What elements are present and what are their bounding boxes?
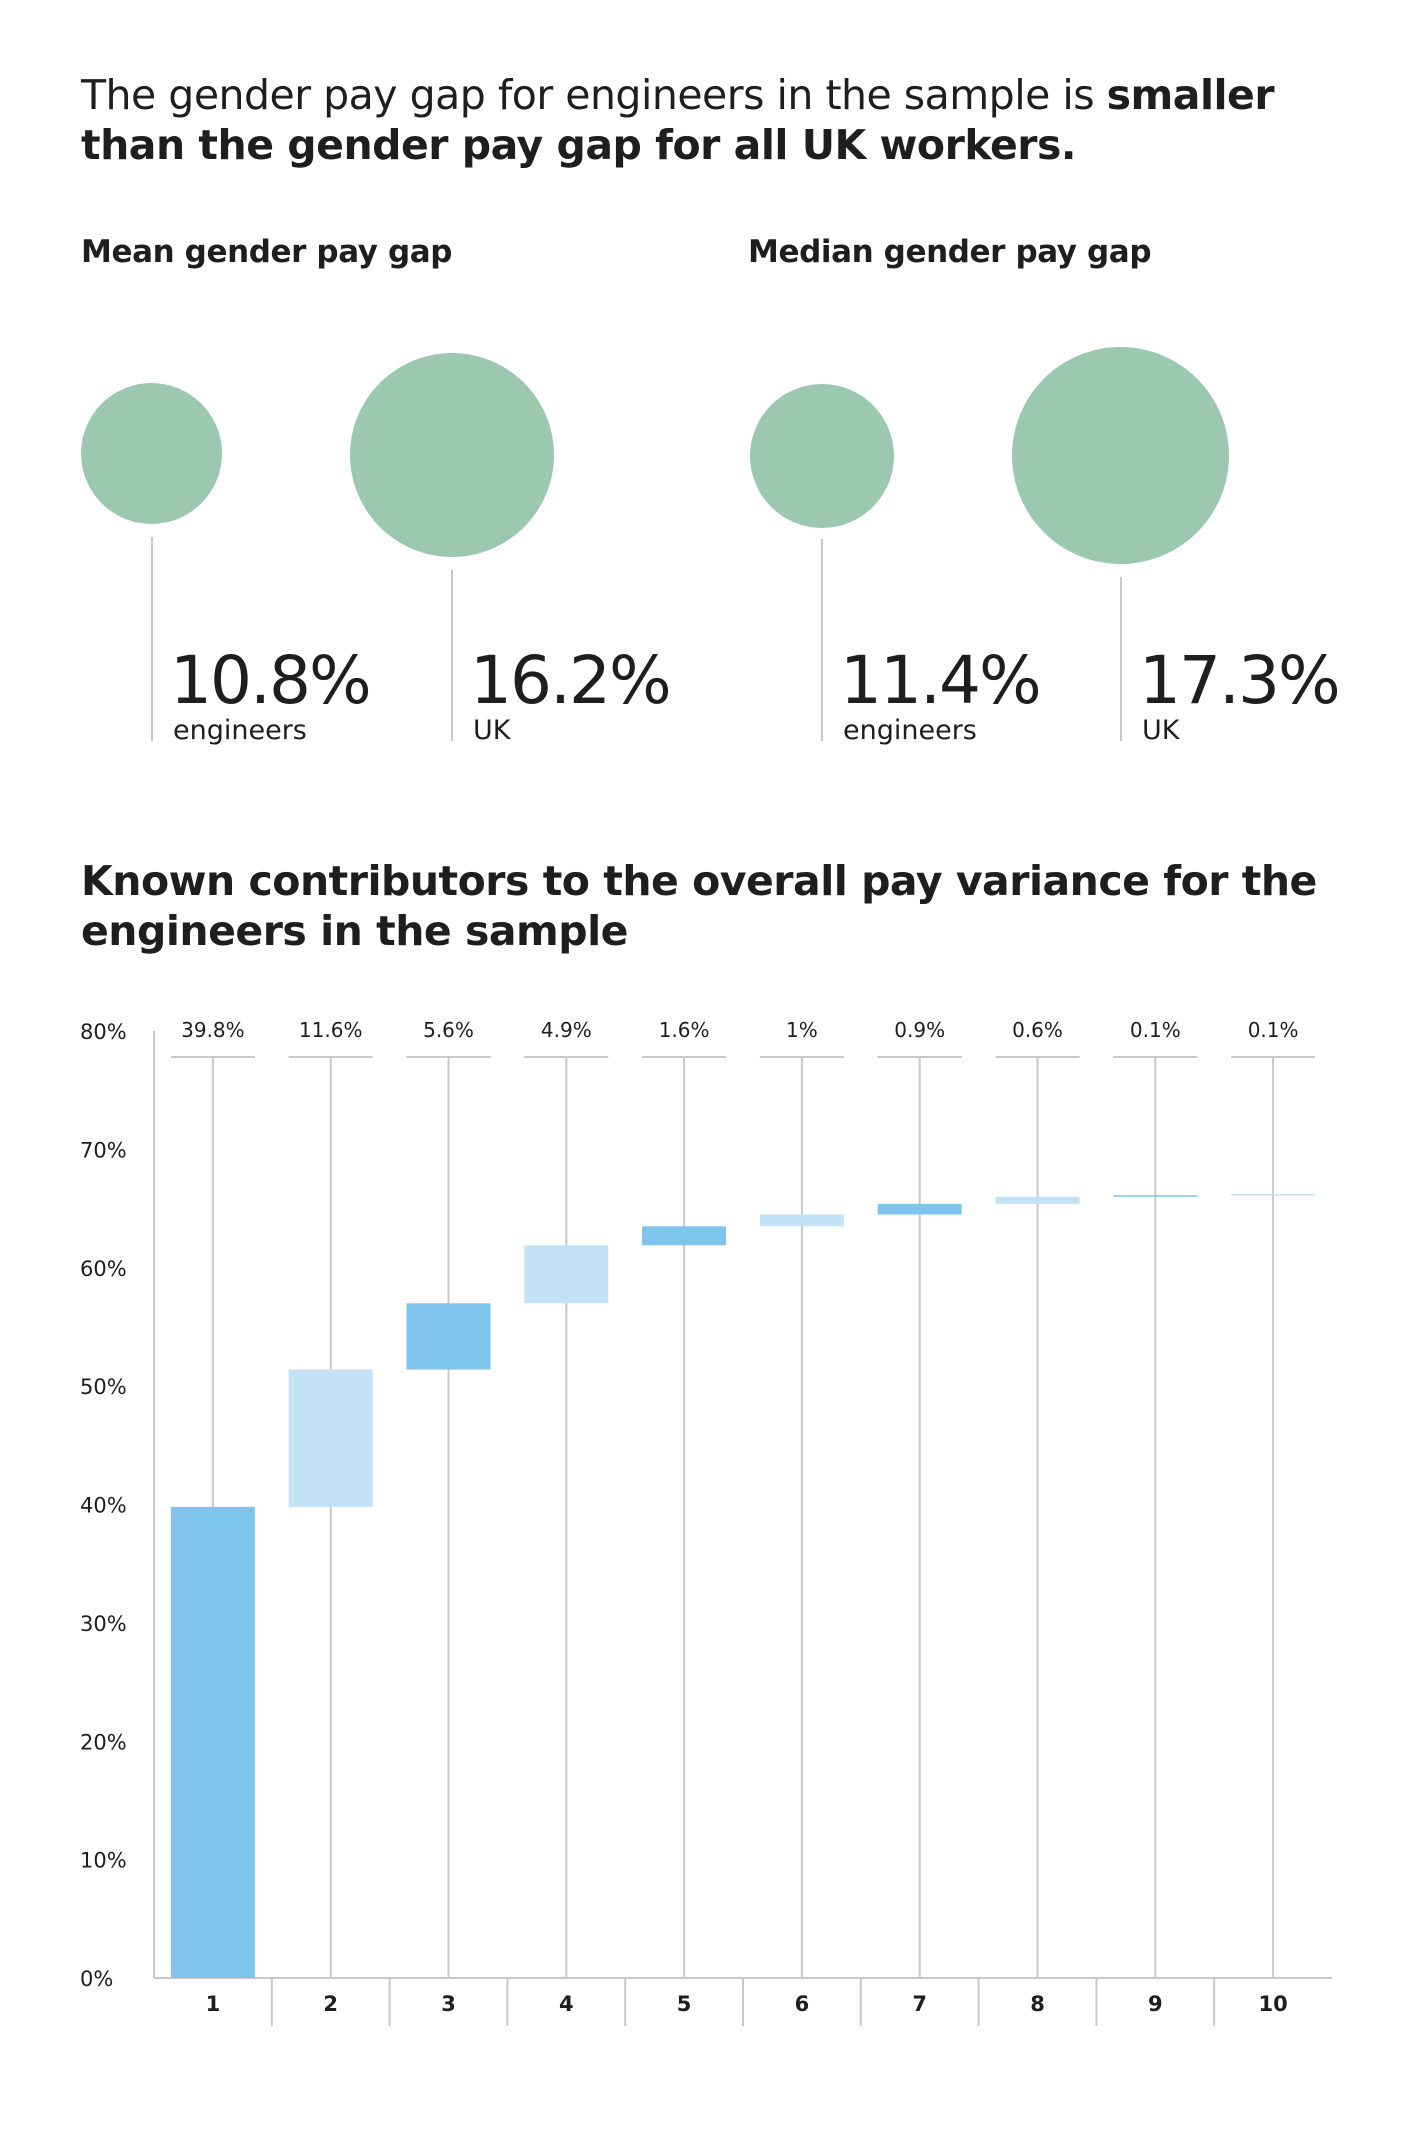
value-label: 0.6% (1012, 1018, 1063, 1042)
value-label: 0.1% (1130, 1018, 1181, 1042)
waterfall-bar (170, 1506, 255, 1978)
mean-engineers-label: engineers (173, 715, 307, 746)
median-engineers-label: engineers (843, 715, 977, 746)
median-engineers-stem (821, 539, 823, 741)
value-label: 1% (786, 1018, 818, 1042)
y-tick-label: 20% (80, 1730, 127, 1754)
mean-engineers-stem (151, 537, 153, 741)
x-tick-label: 3 (441, 1992, 456, 2016)
waterfall-bar (1113, 1195, 1198, 1197)
waterfall-bar (877, 1203, 962, 1215)
mean-uk-value: 16.2% (470, 642, 672, 719)
waterfall-bar (1231, 1194, 1316, 1196)
y-tick-label: 80% (80, 1020, 127, 1044)
x-tick-label: 2 (323, 1992, 338, 2016)
x-tick-label: 6 (795, 1992, 810, 2016)
mean-gap-title: Mean gender pay gap (81, 234, 453, 270)
x-tick-label: 8 (1030, 1992, 1045, 2016)
median-engineers-value: 11.4% (840, 642, 1042, 719)
value-label: 1.6% (659, 1018, 710, 1042)
value-label: 39.8% (181, 1018, 245, 1042)
y-tick-label: 50% (80, 1375, 127, 1399)
mean-uk-bubble (350, 353, 554, 557)
x-tick-label: 9 (1148, 1992, 1163, 2016)
headline-bold: smaller than the gender pay gap for all … (81, 71, 1275, 169)
waterfall-bar (288, 1369, 373, 1507)
x-tick-label: 7 (912, 1992, 927, 2016)
y-tick-label: 40% (80, 1494, 127, 1518)
headline: The gender pay gap for engineers in the … (81, 70, 1341, 170)
y-tick-label: 10% (80, 1849, 127, 1873)
x-tick-label: 4 (559, 1992, 574, 2016)
y-tick-label: 70% (80, 1138, 127, 1162)
value-label: 4.9% (541, 1018, 592, 1042)
median-uk-value: 17.3% (1139, 642, 1341, 719)
mean-engineers-value: 10.8% (170, 642, 372, 719)
y-tick-label: 0% (80, 1967, 113, 1991)
waterfall-bar (759, 1214, 844, 1227)
x-tick-label: 1 (206, 1992, 221, 2016)
x-tick-label: 10 (1258, 1992, 1287, 2016)
headline-plain: The gender pay gap for engineers in the … (81, 71, 1107, 119)
mean-engineers-bubble (81, 383, 222, 524)
waterfall-bar (995, 1196, 1080, 1204)
mean-uk-label: UK (473, 715, 511, 746)
y-tick-label: 60% (80, 1257, 127, 1281)
value-label: 0.9% (894, 1018, 945, 1042)
waterfall-bar (524, 1245, 609, 1304)
median-engineers-bubble (750, 384, 894, 528)
median-uk-bubble (1012, 347, 1229, 564)
value-label: 11.6% (299, 1018, 363, 1042)
x-tick-label: 5 (677, 1992, 692, 2016)
y-tick-label: 30% (80, 1612, 127, 1636)
value-label: 0.1% (1248, 1018, 1299, 1042)
median-uk-stem (1120, 577, 1122, 741)
waterfall-chart-title: Known contributors to the overall pay va… (81, 857, 1317, 955)
median-uk-label: UK (1142, 715, 1180, 746)
waterfall-bar (642, 1226, 727, 1246)
value-label: 5.6% (423, 1018, 474, 1042)
mean-uk-stem (451, 570, 453, 741)
median-gap-title: Median gender pay gap (748, 234, 1152, 270)
waterfall-bar (406, 1303, 491, 1370)
